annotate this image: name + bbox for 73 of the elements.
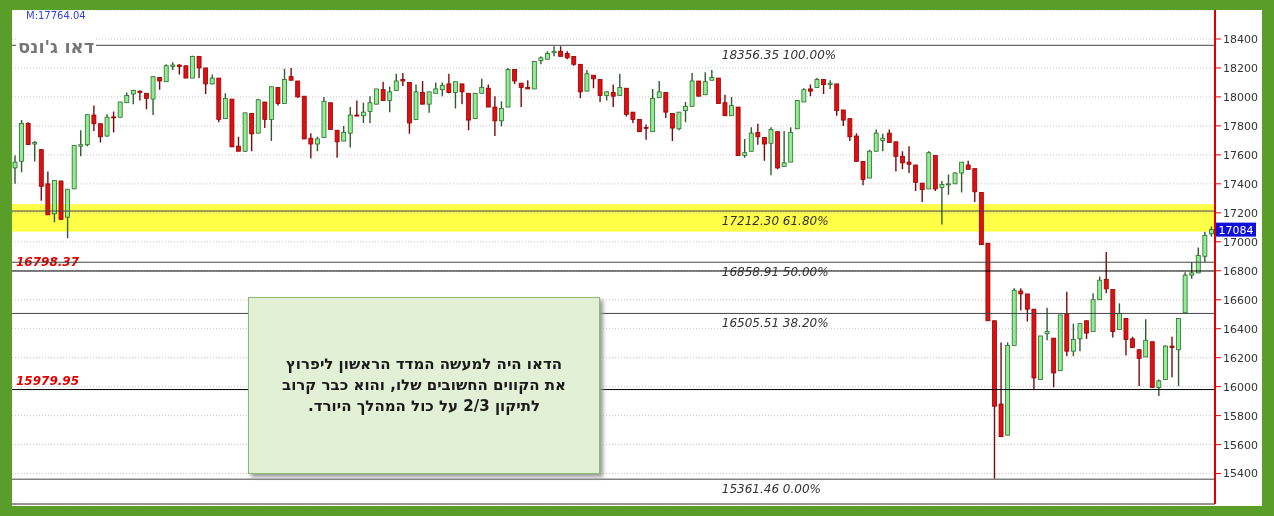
y-tick-label: 18200 — [1223, 61, 1258, 75]
candlestick — [282, 67, 287, 105]
y-tick-label: 16200 — [1223, 351, 1258, 365]
candlestick — [729, 96, 734, 117]
candlestick — [387, 86, 393, 113]
candlestick — [762, 136, 767, 162]
candlestick — [663, 91, 669, 119]
candlestick — [597, 78, 603, 103]
candlestick — [1116, 302, 1122, 331]
candlestick — [919, 182, 925, 203]
y-tick-label: 17200 — [1223, 206, 1258, 220]
candlestick — [584, 69, 590, 92]
callout-box: הדאו היה למעשה המדד הראשון ליפרוץ את הקווים החשובים שלו, והוא כבר קרוב לתיקון 2/3 על כול המהלך היורד. — [248, 297, 600, 474]
candlestick — [551, 45, 557, 58]
ref-line-label: 17212.30 61.80% — [721, 214, 829, 229]
candlestick — [1084, 320, 1089, 340]
candlestick — [459, 83, 465, 105]
ref-line-label: 16798.37 — [16, 255, 80, 269]
candlestick — [222, 92, 228, 120]
candlestick — [702, 71, 708, 96]
candlestick — [380, 81, 386, 102]
y-tick-label: 15400 — [1223, 467, 1258, 481]
y-tick-label: 16400 — [1223, 322, 1258, 336]
y-tick-label: 17600 — [1223, 148, 1258, 162]
candlestick — [32, 140, 38, 163]
candlestick — [347, 106, 353, 149]
candlestick — [275, 86, 281, 107]
y-tick-label: 17400 — [1223, 177, 1258, 191]
y-tick-label: 15800 — [1223, 409, 1258, 423]
candlestick — [768, 126, 774, 176]
candlestick — [669, 112, 675, 142]
candlestick — [400, 72, 406, 87]
candlestick — [748, 126, 754, 152]
y-tick-label: 17800 — [1223, 119, 1258, 133]
candlestick — [150, 75, 156, 116]
candlestick — [755, 123, 761, 146]
candlestick — [827, 79, 833, 90]
y-tick-label: 18400 — [1223, 32, 1258, 46]
candlestick — [1169, 335, 1175, 378]
y-tick-label: 15600 — [1223, 438, 1258, 452]
ref-line-label: 15979.95 — [16, 373, 80, 388]
candlestick — [1143, 318, 1149, 358]
candlestick — [617, 73, 623, 97]
candlestick — [420, 80, 425, 105]
candlestick — [499, 100, 504, 128]
y-tick-label: 16000 — [1223, 380, 1258, 394]
annotation: 17084 — [1218, 223, 1254, 237]
candlestick — [249, 112, 255, 152]
candlestick — [676, 111, 682, 131]
candlestick — [742, 138, 748, 159]
text: דאו ג'ונס — [16, 36, 97, 57]
candlestick — [1018, 287, 1024, 312]
y-tick-label: 16800 — [1223, 264, 1258, 278]
candlestick — [104, 113, 110, 138]
candlestick — [137, 89, 143, 102]
ref-line-label: 15361.46 0.00% — [721, 482, 821, 497]
candlestick — [610, 83, 616, 108]
candlestick — [1136, 349, 1142, 387]
y-tick-label: 18000 — [1223, 90, 1258, 104]
candlestick — [709, 69, 715, 81]
candlestick — [354, 99, 360, 118]
ref-line-label: 16505.51 38.20% — [721, 316, 829, 331]
y-tick-label: 17000 — [1223, 235, 1258, 249]
annotation: הדאו היה למעשה המדד הראשון ליפרוץ את הקווים החשובים שלו, והוא כבר קרוב לתיקון 2/3 על כול המהלך היורד. — [281, 354, 567, 417]
candlestick — [111, 110, 117, 134]
candlestick — [25, 121, 31, 146]
candlestick — [334, 129, 340, 159]
y-tick-label: 16600 — [1223, 293, 1258, 307]
ref-line-label: 18356.35 100.00% — [721, 48, 837, 63]
candlestick — [1044, 307, 1050, 341]
candlestick — [262, 101, 268, 129]
annotation: M:17764.04 — [26, 10, 86, 21]
candlestick — [453, 81, 458, 110]
